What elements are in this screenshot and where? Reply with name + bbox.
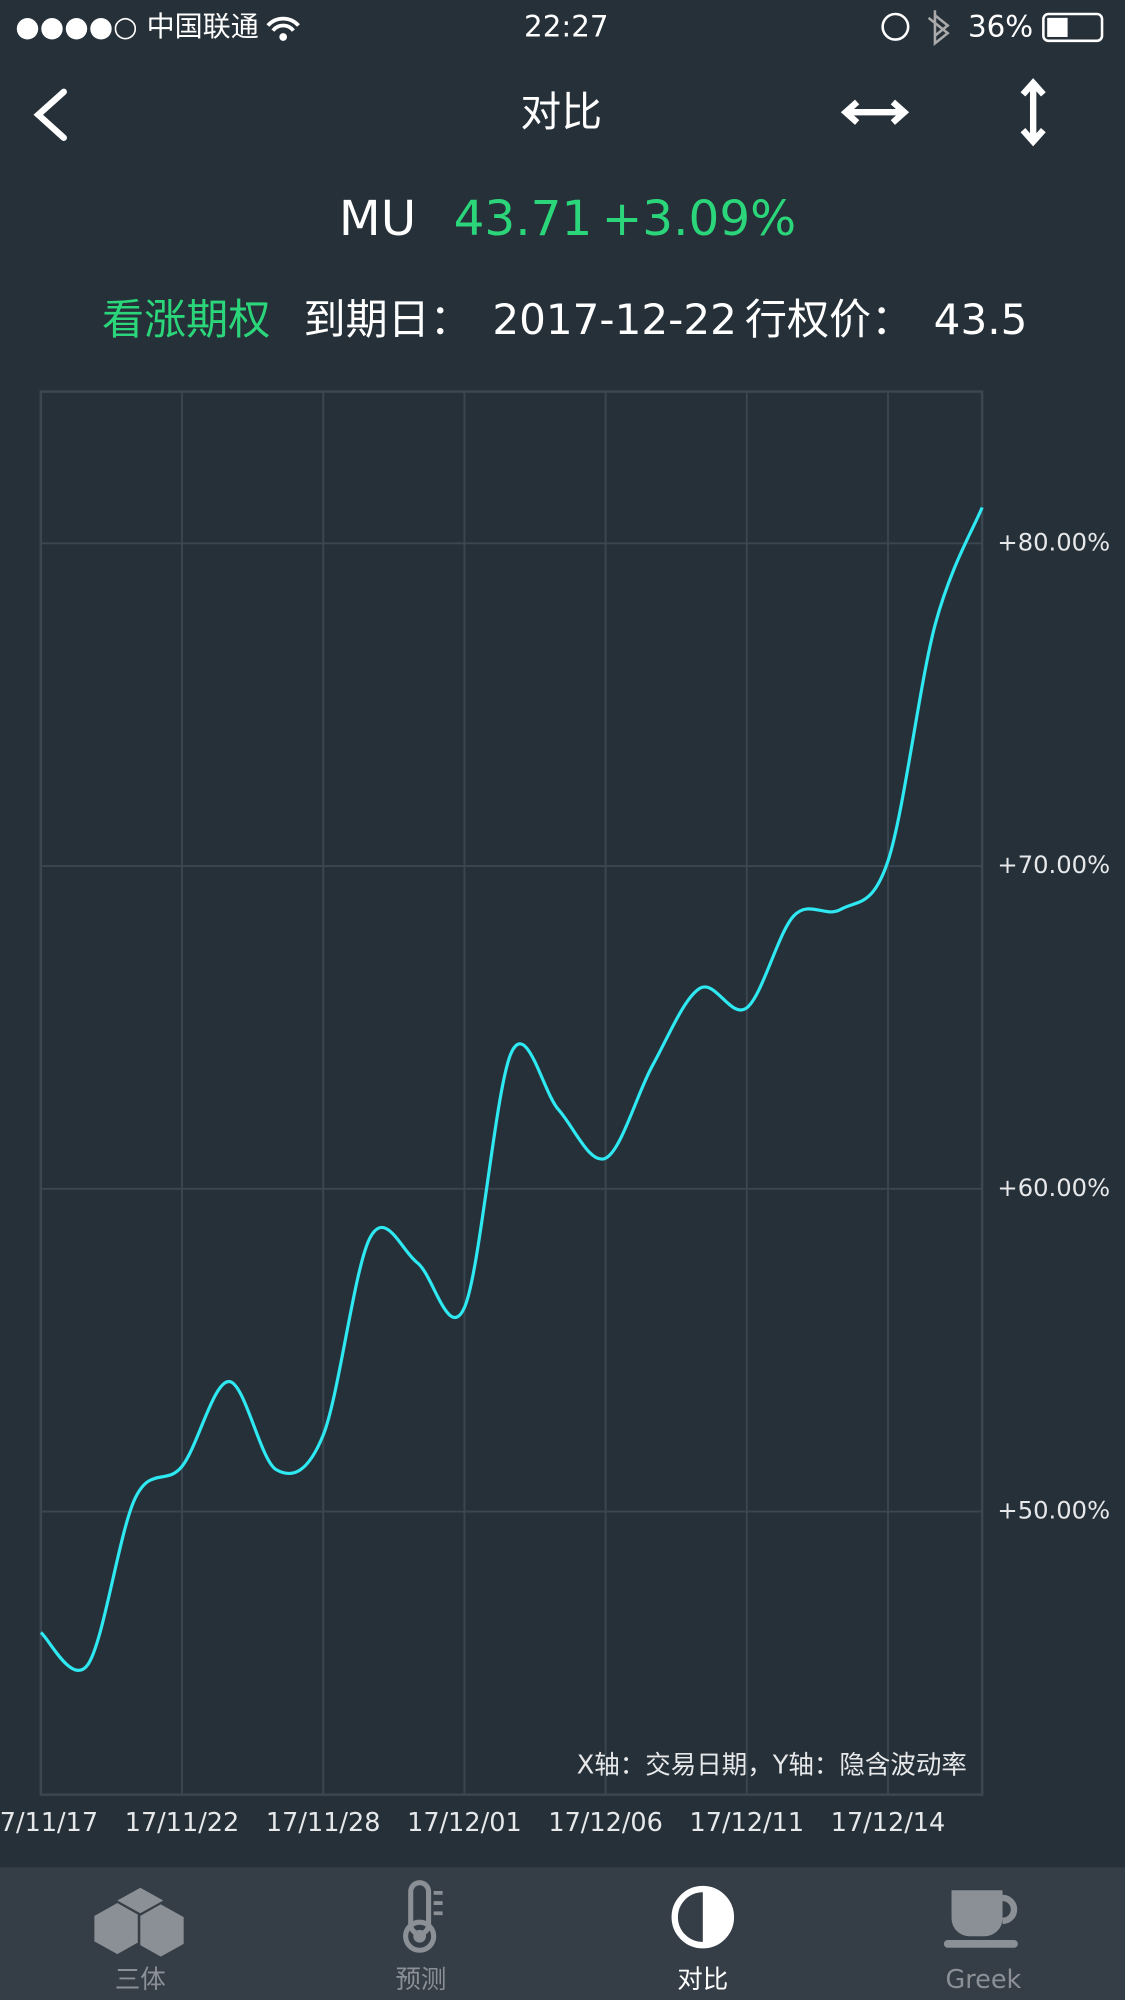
symbol: MU	[339, 191, 416, 247]
carrier: ●●●●○ 中国联通	[15, 10, 258, 43]
price: 43.71	[454, 191, 593, 247]
battery-fill	[1047, 17, 1068, 37]
tab-icon-cup	[943, 1890, 1018, 1948]
tab-icon-contrast	[671, 1885, 735, 1949]
tab-icon-thermometer	[403, 1880, 443, 1953]
axis-annotation: X轴：交易日期，Y轴：隐含波动率	[577, 1751, 967, 1781]
strike: 43.5	[934, 295, 1028, 344]
plot: +50.00% +60.00% +70.00% +80.00% 17/11/17 17/1…	[0, 391, 1110, 1838]
y-tick-label: +70.00%	[997, 851, 1110, 879]
x-tick-label: 17/12/06	[548, 1808, 663, 1838]
tab-icon-cubes	[94, 1887, 184, 1957]
tab-label[interactable]: Greek	[946, 1965, 1022, 1995]
change: +3.09%	[602, 191, 797, 247]
wifi-icon	[266, 16, 300, 32]
expiry: 2017-12-22	[492, 295, 737, 344]
back-button[interactable]	[33, 88, 67, 141]
expand-horizontal[interactable]	[840, 99, 910, 125]
lock-icon	[881, 12, 910, 41]
x-tick-label: 17/11/22	[125, 1808, 240, 1838]
tab-label[interactable]: 三体	[115, 1965, 166, 1995]
clock: 22:27	[524, 10, 609, 44]
x-tick-label: 17/12/11	[690, 1808, 805, 1838]
tab-label[interactable]: 对比	[677, 1965, 728, 1995]
x-tick-label: 17/11/17	[0, 1808, 98, 1838]
tab-label[interactable]: 预测	[395, 1965, 446, 1995]
x-tick-label: 17/12/01	[407, 1808, 522, 1838]
expiry-label: 到期日：	[304, 295, 472, 344]
option-type: 看涨期权	[102, 295, 270, 344]
strike-label: 行权价：	[745, 295, 913, 344]
wifi-dot	[279, 33, 287, 41]
battery-level: 36%	[968, 10, 1033, 44]
x-tick-label: 17/12/14	[831, 1808, 946, 1838]
battery-icon	[1042, 12, 1104, 43]
expand-vertical[interactable]	[1020, 78, 1046, 147]
iv-line	[39, 506, 984, 1672]
y-tick-label: +50.00%	[997, 1497, 1110, 1525]
y-tick-label: +80.00%	[997, 528, 1110, 556]
page-title: 对比	[520, 88, 602, 136]
x-tick-label: 17/11/28	[266, 1808, 381, 1838]
y-tick-label: +60.00%	[997, 1174, 1110, 1202]
tab-bar	[0, 1867, 1125, 2000]
bluetooth-icon	[927, 10, 950, 47]
